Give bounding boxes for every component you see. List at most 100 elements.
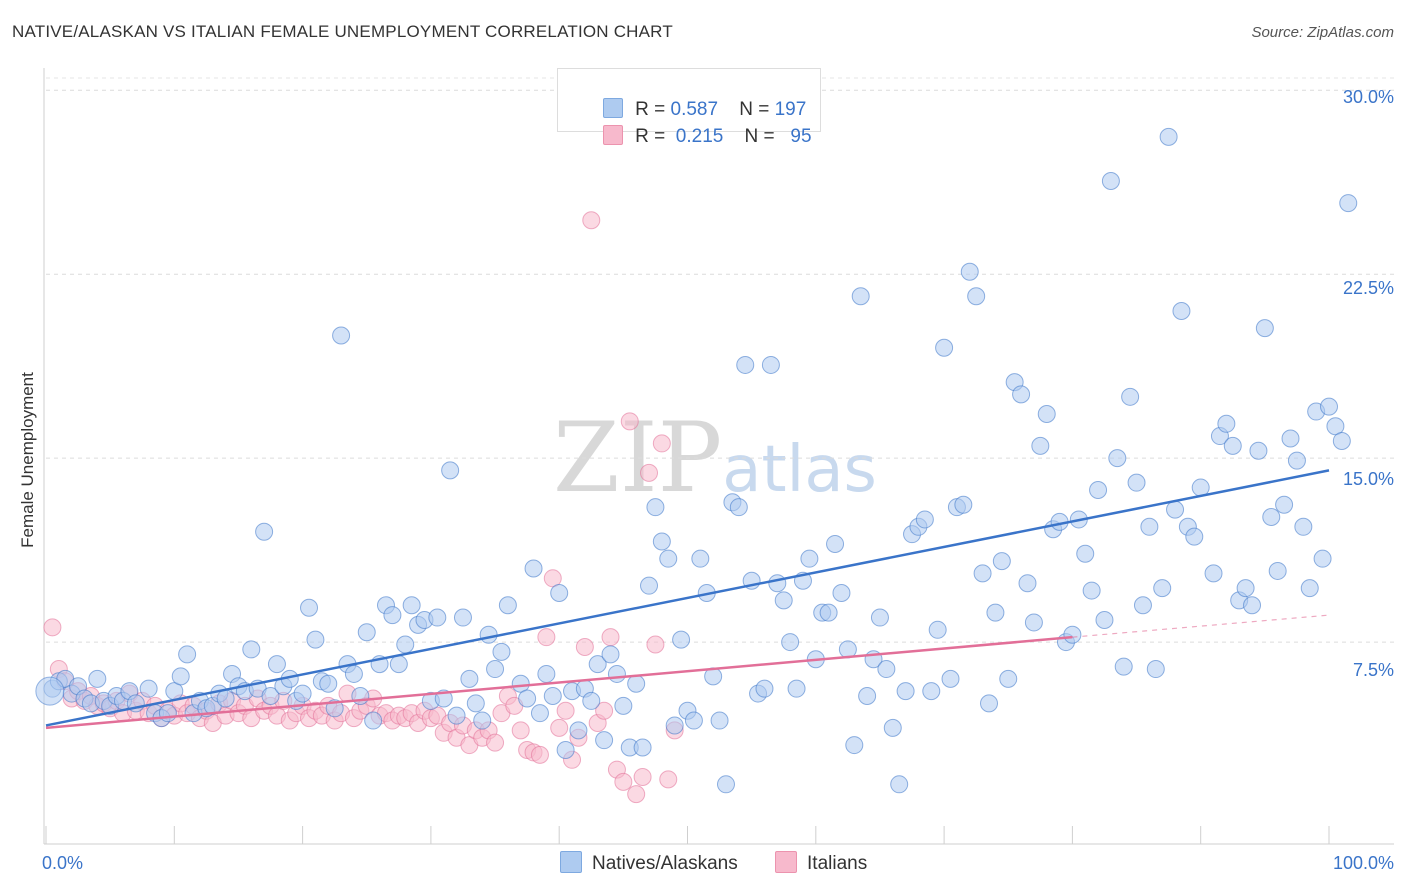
data-point bbox=[473, 711, 492, 730]
data-point bbox=[511, 721, 530, 740]
chart-title: NATIVE/ALASKAN VS ITALIAN FEMALE UNEMPLO… bbox=[12, 22, 673, 41]
data-point bbox=[845, 736, 864, 755]
legend-swatch-italians bbox=[603, 125, 624, 145]
data-point bbox=[941, 669, 960, 688]
data-point bbox=[633, 767, 652, 786]
data-point bbox=[1281, 429, 1300, 448]
data-point bbox=[1287, 451, 1306, 470]
data-point bbox=[1255, 319, 1274, 338]
data-point bbox=[325, 699, 344, 718]
data-point bbox=[357, 623, 376, 642]
source-label[interactable]: Source: ZipAtlas.com bbox=[1251, 24, 1394, 41]
data-point bbox=[633, 738, 652, 757]
data-point bbox=[832, 584, 851, 603]
data-point bbox=[1063, 625, 1082, 644]
data-point bbox=[736, 355, 755, 374]
data-point bbox=[178, 645, 197, 664]
data-point bbox=[659, 770, 678, 789]
data-point bbox=[460, 669, 479, 688]
data-point bbox=[1127, 473, 1146, 492]
data-point bbox=[1262, 507, 1281, 526]
axes bbox=[43, 68, 1394, 845]
data-point bbox=[479, 625, 498, 644]
data-point bbox=[659, 549, 678, 568]
x-tick-label-max: 100.0% bbox=[1332, 853, 1394, 873]
data-point bbox=[851, 287, 870, 306]
data-point bbox=[710, 711, 729, 730]
legend-r-label: R = bbox=[635, 99, 666, 120]
data-point bbox=[877, 660, 896, 679]
data-point bbox=[319, 674, 338, 693]
data-point bbox=[466, 694, 485, 713]
data-point bbox=[537, 628, 556, 647]
data-point bbox=[332, 326, 351, 345]
data-point bbox=[768, 574, 787, 593]
data-point bbox=[364, 711, 383, 730]
data-point bbox=[640, 576, 659, 595]
data-point bbox=[1313, 549, 1332, 568]
data-point bbox=[396, 635, 415, 654]
data-point bbox=[530, 704, 549, 723]
correlation-legend: R = 0.587 N = 197 R = 0.215 N = 95 bbox=[557, 68, 821, 147]
data-point bbox=[293, 684, 312, 703]
data-point bbox=[928, 620, 947, 639]
data-point bbox=[883, 718, 902, 737]
data-point-cluster bbox=[35, 676, 65, 706]
legend-item-italians[interactable]: Italians bbox=[775, 851, 867, 875]
data-point bbox=[556, 701, 575, 720]
data-point bbox=[652, 434, 671, 453]
legend-label-italians: Italians bbox=[807, 853, 868, 874]
data-point bbox=[524, 559, 543, 578]
data-point bbox=[1140, 517, 1159, 536]
data-point bbox=[646, 498, 665, 517]
data-point bbox=[761, 355, 780, 374]
legend-item-natives[interactable]: Natives/Alaskans bbox=[560, 851, 738, 875]
trend-lines bbox=[45, 469, 1330, 730]
data-point bbox=[986, 603, 1005, 622]
legend-swatch-italians bbox=[775, 851, 798, 873]
data-point bbox=[1332, 431, 1351, 450]
data-point bbox=[672, 630, 691, 649]
data-point bbox=[646, 635, 665, 654]
data-point bbox=[1320, 397, 1338, 416]
data-point bbox=[582, 691, 601, 710]
legend-n-label: N = bbox=[744, 126, 775, 147]
data-point bbox=[922, 682, 941, 701]
data-point bbox=[826, 534, 845, 553]
italians-points bbox=[43, 211, 684, 804]
data-point bbox=[607, 664, 626, 683]
data-point bbox=[43, 618, 62, 637]
data-point bbox=[1172, 301, 1191, 320]
data-point bbox=[935, 338, 954, 357]
data-point bbox=[216, 689, 235, 708]
data-point bbox=[300, 598, 319, 617]
legend-swatch-natives bbox=[603, 98, 624, 118]
data-point bbox=[537, 664, 556, 683]
legend-r-value: 0.215 bbox=[675, 126, 724, 147]
data-point bbox=[819, 603, 838, 622]
data-point bbox=[1089, 481, 1108, 500]
data-point bbox=[595, 731, 614, 750]
data-point bbox=[1133, 596, 1152, 615]
data-point bbox=[716, 775, 735, 794]
data-point bbox=[1031, 436, 1050, 455]
trend-line-natives bbox=[45, 469, 1330, 727]
data-point bbox=[1012, 385, 1031, 404]
data-point bbox=[453, 608, 472, 627]
data-point bbox=[158, 704, 177, 723]
data-point bbox=[569, 721, 588, 740]
data-point bbox=[967, 287, 986, 306]
natives-points bbox=[35, 127, 1358, 794]
y-tick-label: 7.5% bbox=[1352, 660, 1394, 680]
x-tick-label-min: 0.0% bbox=[42, 853, 84, 873]
data-point bbox=[556, 740, 575, 759]
data-point bbox=[1275, 495, 1294, 514]
data-point bbox=[1223, 436, 1242, 455]
data-point bbox=[486, 660, 505, 679]
data-point bbox=[1204, 564, 1223, 583]
data-point bbox=[787, 679, 806, 698]
legend-n-value: 197 bbox=[774, 99, 807, 120]
data-point bbox=[550, 584, 569, 603]
legend-row-natives: R = 0.587 N = 197 bbox=[582, 76, 806, 120]
data-point bbox=[1217, 414, 1236, 433]
